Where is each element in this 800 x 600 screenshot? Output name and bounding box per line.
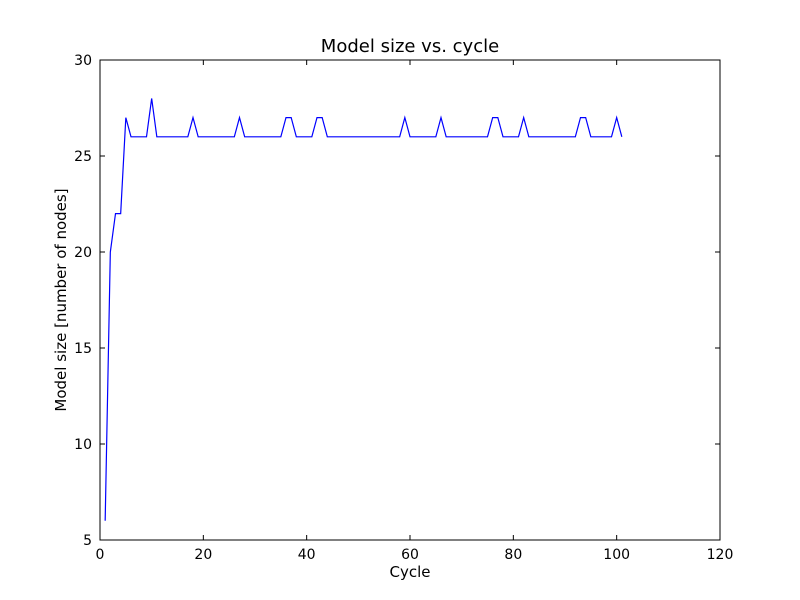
x-tick-label: 120 [707, 547, 734, 563]
x-tick-label: 100 [603, 547, 630, 563]
series-line [104, 98, 623, 521]
y-tick-label: 15 [74, 341, 92, 357]
x-axis: 0 20 40 60 80 100 120 [96, 60, 734, 563]
y-tick-label: 30 [74, 53, 92, 69]
y-tick-label: 20 [74, 245, 92, 261]
y-tick-label: 10 [74, 437, 92, 453]
plot-area [100, 60, 720, 540]
x-tick-label: 80 [504, 547, 522, 563]
x-axis-label: Cycle [390, 563, 431, 581]
series-layer [104, 98, 623, 521]
x-tick-label: 40 [298, 547, 316, 563]
x-tick-label: 20 [194, 547, 212, 563]
y-tick-label: 25 [74, 149, 92, 165]
y-axis: 5 10 15 20 25 30 [74, 53, 720, 549]
y-axis-label: Model size [number of nodes] [52, 188, 70, 411]
chart-title: Model size vs. cycle [321, 36, 499, 57]
y-tick-label: 5 [83, 533, 92, 549]
x-tick-label: 0 [96, 547, 105, 563]
x-tick-label: 60 [401, 547, 419, 563]
